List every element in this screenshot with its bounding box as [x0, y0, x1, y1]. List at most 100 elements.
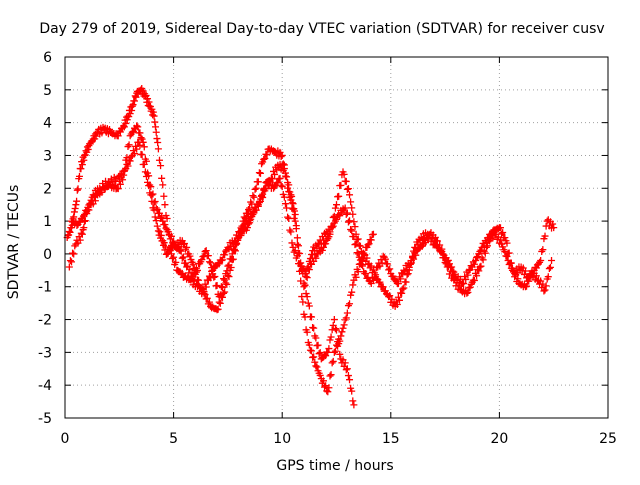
data-point-interp: [84, 145, 92, 153]
data-point-interp: [373, 275, 381, 283]
data-point-interp: [351, 223, 359, 231]
data-point-interp: [359, 262, 367, 270]
data-point-interp: [395, 296, 403, 304]
data-point-interp: [83, 210, 91, 218]
data-point: [398, 289, 406, 297]
data-point-interp: [121, 166, 129, 174]
data-point-interp: [507, 259, 515, 267]
data-point-interp: [327, 371, 335, 379]
data-point-interp: [344, 372, 352, 380]
data-point-interp: [342, 314, 350, 322]
data-point-interp: [80, 224, 88, 232]
data-point-interp: [125, 141, 133, 149]
data-point-interp: [65, 227, 73, 235]
data-point-interp: [400, 284, 408, 292]
data-point-interp: [165, 245, 173, 253]
data-point-interp: [136, 141, 144, 149]
data-point-interp: [145, 98, 153, 106]
data-point: [152, 204, 160, 212]
data-point: [154, 145, 162, 153]
data-point-interp: [326, 336, 334, 344]
data-point-interp: [284, 213, 292, 221]
data-point-interp: [205, 258, 213, 266]
data-point-interp: [346, 217, 354, 225]
data-point-interp: [399, 285, 407, 293]
data-point-interp: [376, 278, 384, 286]
data-point-interp: [412, 251, 420, 259]
data-point-interp: [78, 161, 86, 169]
data-point-interp: [299, 266, 307, 274]
data-point-interp: [76, 218, 84, 226]
data-point: [476, 263, 484, 271]
data-point-interp: [488, 232, 496, 240]
data-point-interp: [172, 258, 180, 266]
data-point-interp: [286, 226, 294, 234]
data-point-interp: [545, 265, 553, 273]
data-point-interp: [151, 213, 159, 221]
data-point-interp: [196, 283, 204, 291]
data-point-interp: [140, 143, 148, 151]
data-point-interp: [137, 134, 145, 142]
data-point-interp: [330, 212, 338, 220]
y-tick-label: -3: [38, 345, 52, 361]
data-point-interp: [223, 267, 231, 275]
data-point-interp: [66, 228, 74, 236]
data-point-interp: [312, 334, 320, 342]
data-point-interp: [207, 259, 215, 267]
data-point-interp: [347, 225, 355, 233]
data-point-interp: [341, 359, 349, 367]
x-tick-label: 20: [490, 431, 508, 447]
data-point-interp: [346, 376, 354, 384]
series-track-a: [63, 84, 358, 409]
data-point-interp: [503, 239, 511, 247]
data-point: [335, 211, 343, 219]
data-point-interp: [68, 258, 76, 266]
data-point-interp: [318, 246, 326, 254]
data-point-interp: [207, 274, 215, 282]
data-point: [154, 227, 162, 235]
data-point-interp: [106, 125, 114, 133]
data-point-interp: [126, 110, 134, 118]
data-point-interp: [153, 135, 161, 143]
data-point-interp: [350, 218, 358, 226]
data-point: [404, 270, 412, 278]
y-tick-label: 0: [43, 247, 52, 263]
data-point-interp: [252, 206, 260, 214]
data-point-interp: [203, 294, 211, 302]
data-point-interp: [236, 231, 244, 239]
data-point-interp: [119, 176, 127, 184]
data-point: [72, 201, 80, 209]
data-point-interp: [249, 192, 257, 200]
data-point: [276, 174, 284, 182]
data-point-interp: [343, 209, 351, 217]
data-point-interp: [328, 223, 336, 231]
data-point-interp: [132, 93, 140, 101]
data-point: [369, 230, 377, 238]
data-point: [319, 243, 327, 251]
data-point: [78, 230, 86, 238]
data-point-interp: [440, 254, 448, 262]
data-point: [346, 191, 354, 199]
data-point-interp: [291, 207, 299, 215]
data-point-interp: [384, 260, 392, 268]
y-tick-label: -2: [38, 313, 52, 329]
data-point-interp: [277, 181, 285, 189]
data-point-interp: [331, 347, 339, 355]
data-point-interp: [340, 321, 348, 329]
data-point: [172, 243, 180, 251]
data-point-interp: [297, 277, 305, 285]
y-tick-label: 4: [43, 116, 52, 132]
data-point-interp: [444, 263, 452, 271]
data-point-interp: [521, 267, 529, 275]
data-point-interp: [124, 143, 132, 151]
data-point: [543, 217, 551, 225]
data-point-interp: [337, 181, 345, 189]
data-point: [291, 211, 299, 219]
axes: 0 5 10 15 20 25 -5 -4 -3 -2 -1 0 1 2 3 4 5 6: [38, 50, 617, 447]
data-point-interp: [319, 377, 327, 385]
data-point-interp: [224, 262, 232, 270]
data-point-interp: [218, 256, 226, 264]
data-point: [243, 224, 251, 232]
data-point-interp: [246, 219, 254, 227]
